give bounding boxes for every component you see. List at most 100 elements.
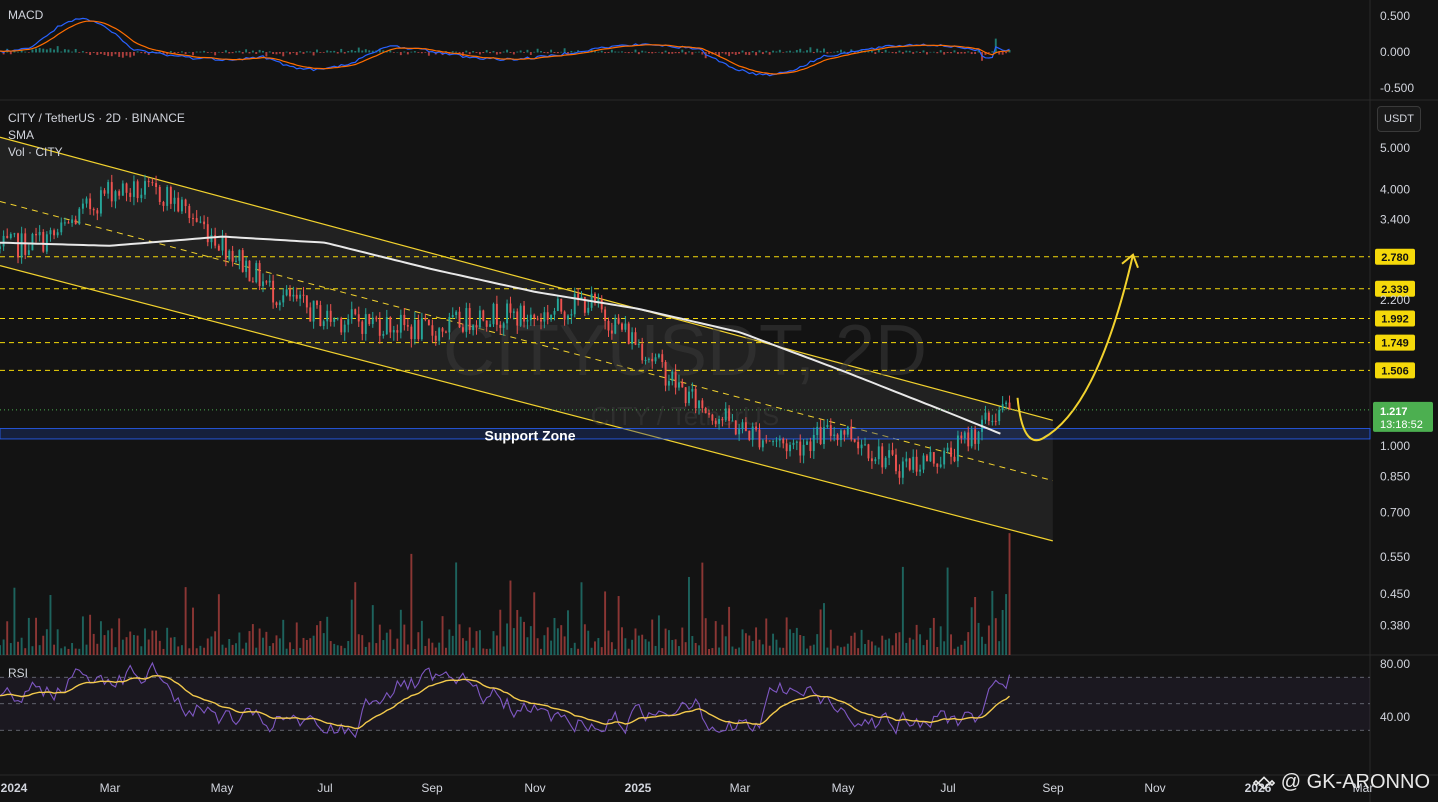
- candle-body: [238, 250, 241, 261]
- macd-hist-bar: [694, 51, 697, 53]
- macd-hist-bar: [922, 50, 925, 53]
- volume-bar: [898, 632, 901, 655]
- candle-body: [641, 343, 644, 361]
- macd-hist-bar: [728, 52, 731, 57]
- volume-bar: [775, 639, 778, 655]
- candle-body: [816, 426, 819, 436]
- volume-bar: [946, 567, 949, 655]
- candle-body: [292, 294, 295, 297]
- volume-bar: [6, 621, 9, 655]
- candle-body: [103, 190, 106, 194]
- volume-bar: [792, 632, 795, 655]
- volume-bar: [981, 636, 983, 655]
- macd-hist-bar: [748, 52, 751, 56]
- macd-hist-bar: [647, 52, 650, 54]
- volume-bar: [708, 648, 710, 655]
- macd-hist-bar: [905, 50, 908, 53]
- candle-body: [721, 419, 724, 421]
- volume-bar: [772, 633, 775, 655]
- volume-bar: [881, 635, 884, 655]
- volume-bar: [761, 644, 764, 655]
- candle-body: [451, 315, 454, 318]
- candle-body: [235, 260, 237, 262]
- volume-bar: [744, 633, 747, 655]
- macd-hist-bar: [846, 52, 849, 54]
- macd-hist-bar: [472, 51, 475, 53]
- candle-body: [485, 320, 488, 327]
- candle-body: [617, 317, 620, 324]
- macd-hist-bar: [199, 51, 202, 53]
- candle-body: [319, 305, 322, 326]
- binance-logo-icon: [1252, 775, 1275, 790]
- volume-bar: [495, 635, 498, 655]
- candle-body: [129, 192, 132, 197]
- macd-hist-bar: [778, 49, 781, 53]
- candle-body: [396, 330, 399, 333]
- volume-bar: [158, 640, 161, 655]
- candle-body: [340, 318, 343, 333]
- macd-hist-bar: [322, 52, 325, 53]
- volume-bar: [278, 638, 281, 655]
- candle-body: [704, 407, 707, 414]
- candle-body: [265, 281, 268, 283]
- macd-hist-bar: [651, 52, 654, 54]
- volume-bar: [434, 647, 437, 655]
- candle-body: [812, 435, 815, 452]
- price-tick: 0.700: [1380, 505, 1410, 519]
- macd-hist-bar: [319, 52, 322, 53]
- volume-bar: [614, 648, 617, 655]
- macd-hist-bar: [206, 52, 209, 53]
- candle-body: [943, 450, 946, 465]
- volume-bar: [184, 587, 187, 655]
- volume-bar: [340, 645, 343, 655]
- volume-bar: [392, 648, 395, 655]
- candle-body: [664, 362, 667, 386]
- resistance-badge: [1375, 334, 1415, 351]
- volume-bar: [684, 642, 687, 655]
- macd-hist-bar: [392, 52, 395, 53]
- macd-hist-bar: [235, 51, 237, 53]
- volume-bar: [502, 646, 505, 655]
- candle-body: [9, 234, 12, 238]
- volume-bar: [458, 624, 461, 655]
- candle-body: [651, 358, 654, 362]
- volume-bar: [292, 648, 295, 655]
- volume-bar: [417, 632, 420, 655]
- macd-hist-bar: [295, 52, 298, 56]
- candle-body: [748, 430, 751, 440]
- macd-hist-bar: [523, 52, 526, 53]
- macd-hist-bar: [302, 52, 305, 54]
- candle-body: [540, 319, 542, 322]
- volume-bar: [829, 629, 832, 655]
- candle-body: [85, 198, 88, 204]
- volume-bar: [42, 635, 45, 655]
- candle-body: [533, 314, 536, 319]
- candle-body: [114, 191, 117, 202]
- macd-hist-bar: [162, 52, 165, 55]
- volume-bar: [694, 643, 697, 655]
- candle-body: [512, 311, 515, 313]
- volume-bar: [336, 645, 339, 655]
- macd-hist-bar: [960, 52, 963, 54]
- volume-bar: [651, 619, 654, 655]
- volume-bar: [523, 621, 526, 655]
- candle-body: [192, 217, 194, 219]
- macd-hist-bar: [110, 52, 113, 57]
- volume-bar: [74, 648, 77, 655]
- macd-hist-bar: [546, 52, 549, 54]
- time-tick: Mar: [100, 781, 121, 795]
- candle-body: [17, 233, 19, 258]
- macd-hist-bar: [583, 51, 586, 53]
- currency-button[interactable]: USDT: [1377, 106, 1421, 132]
- macd-hist-bar: [718, 52, 721, 57]
- volume-bar: [516, 609, 519, 655]
- candles: [0, 174, 1011, 485]
- volume-bar: [371, 605, 374, 655]
- candle-body: [963, 432, 966, 439]
- candle-body: [382, 334, 385, 336]
- macd-hist-bar: [316, 49, 318, 53]
- candle-body: [492, 303, 495, 325]
- macd-hist-bar: [9, 52, 12, 55]
- candle-body: [282, 295, 285, 303]
